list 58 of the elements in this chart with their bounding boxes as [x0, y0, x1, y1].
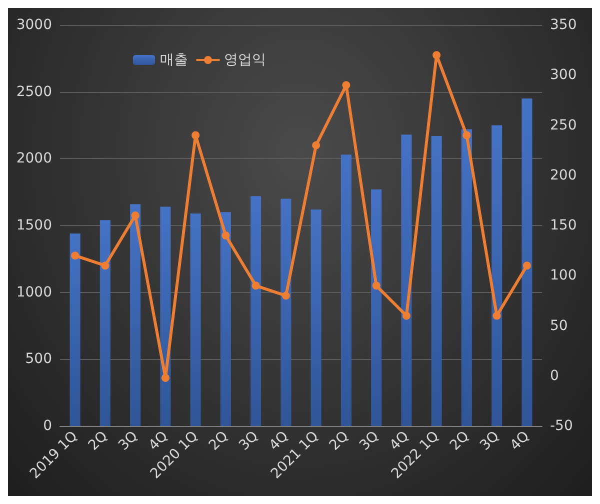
- y2-tick-label: 0: [550, 368, 559, 384]
- point: [492, 312, 501, 320]
- point: [342, 81, 350, 90]
- point: [101, 262, 110, 270]
- bar: [522, 98, 532, 426]
- point: [192, 131, 200, 140]
- x-tick-label: 3Q: [477, 428, 502, 454]
- y2-tick-label: 300: [550, 67, 577, 84]
- x-tick-label: 3Q: [236, 428, 262, 454]
- x-tick-label: 4Q: [507, 428, 533, 454]
- bar: [401, 134, 412, 426]
- point: [71, 252, 80, 260]
- y2-tick-label: 200: [550, 167, 577, 184]
- y-tick-label: 500: [25, 351, 52, 368]
- bar: [431, 136, 442, 426]
- point: [282, 292, 290, 300]
- y2-tick-label: 50: [550, 318, 568, 334]
- y2-tick-label: 100: [550, 268, 577, 284]
- point: [432, 51, 441, 60]
- x-tick-label: 3Q: [116, 428, 141, 454]
- bar: [280, 198, 292, 426]
- bar: [130, 204, 141, 426]
- y-tick-label: 1000: [16, 284, 52, 300]
- point: [161, 374, 170, 382]
- point: [312, 141, 320, 150]
- y-tick-label: 3000: [16, 17, 52, 33]
- x-tick-label: 3Q: [356, 428, 382, 454]
- bar: [340, 154, 352, 426]
- bar: [100, 220, 110, 426]
- point: [252, 282, 260, 290]
- y2-tick-label: 250: [550, 117, 577, 134]
- point: [462, 131, 471, 140]
- bar: [492, 125, 502, 426]
- x-tick-label: 2Q: [206, 428, 232, 454]
- x-tick-label: 2Q: [326, 428, 352, 454]
- bar: [250, 196, 262, 426]
- bar: [461, 129, 472, 426]
- point: [372, 282, 380, 290]
- bar: [310, 209, 322, 426]
- y2-tick-label: 350: [550, 17, 577, 33]
- point: [522, 262, 531, 270]
- point: [402, 312, 410, 320]
- point: [131, 211, 140, 220]
- x-tick-label: 2Q: [446, 428, 472, 454]
- y2-tick-label: -50: [550, 418, 573, 434]
- bar: [70, 234, 80, 426]
- y-tick-label: 0: [43, 418, 52, 434]
- y-tick-label: 2000: [16, 150, 52, 167]
- point: [222, 232, 230, 240]
- x-tick-label: 2Q: [85, 428, 111, 454]
- y-tick-label: 1500: [16, 218, 52, 234]
- bar: [371, 189, 382, 426]
- legend-label: 영업익: [224, 52, 266, 68]
- y-tick-label: 2500: [16, 84, 52, 100]
- y2-tick-label: 150: [550, 218, 577, 234]
- legend-label: 매출: [160, 52, 188, 68]
- bar: [190, 213, 201, 426]
- bar: [220, 212, 231, 426]
